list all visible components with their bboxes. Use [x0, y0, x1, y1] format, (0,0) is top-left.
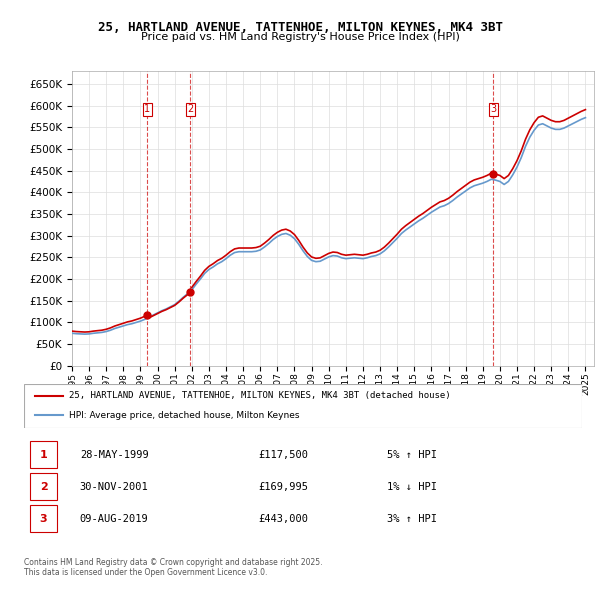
Text: 25, HARTLAND AVENUE, TATTENHOE, MILTON KEYNES, MK4 3BT: 25, HARTLAND AVENUE, TATTENHOE, MILTON K…	[97, 21, 503, 34]
Text: 2: 2	[40, 482, 47, 491]
Text: HPI: Average price, detached house, Milton Keynes: HPI: Average price, detached house, Milt…	[68, 411, 299, 420]
FancyBboxPatch shape	[24, 384, 582, 428]
Text: 1: 1	[40, 450, 47, 460]
Text: 1% ↓ HPI: 1% ↓ HPI	[387, 482, 437, 491]
Text: £443,000: £443,000	[259, 514, 308, 524]
Text: Price paid vs. HM Land Registry's House Price Index (HPI): Price paid vs. HM Land Registry's House …	[140, 32, 460, 42]
Text: 09-AUG-2019: 09-AUG-2019	[80, 514, 149, 524]
FancyBboxPatch shape	[29, 473, 58, 500]
Text: 25, HARTLAND AVENUE, TATTENHOE, MILTON KEYNES, MK4 3BT (detached house): 25, HARTLAND AVENUE, TATTENHOE, MILTON K…	[68, 391, 450, 401]
Text: £117,500: £117,500	[259, 450, 308, 460]
Text: 3: 3	[490, 104, 496, 114]
FancyBboxPatch shape	[29, 441, 58, 468]
Text: 5% ↑ HPI: 5% ↑ HPI	[387, 450, 437, 460]
Text: £169,995: £169,995	[259, 482, 308, 491]
Text: 3% ↑ HPI: 3% ↑ HPI	[387, 514, 437, 524]
Text: 2: 2	[187, 104, 194, 114]
FancyBboxPatch shape	[29, 505, 58, 532]
Text: 1: 1	[145, 104, 151, 114]
Text: 28-MAY-1999: 28-MAY-1999	[80, 450, 149, 460]
Text: 30-NOV-2001: 30-NOV-2001	[80, 482, 149, 491]
Text: Contains HM Land Registry data © Crown copyright and database right 2025.
This d: Contains HM Land Registry data © Crown c…	[24, 558, 323, 577]
Text: 3: 3	[40, 514, 47, 524]
